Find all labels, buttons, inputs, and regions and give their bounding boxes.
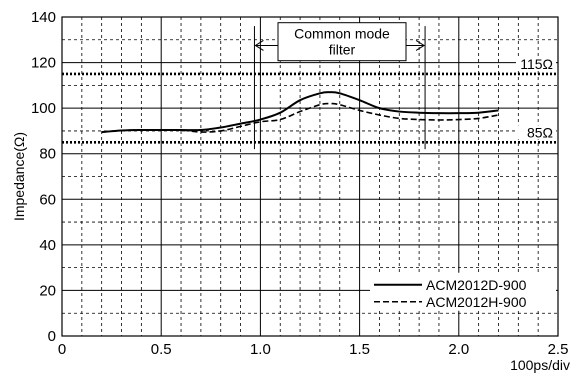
series-group bbox=[101, 91, 499, 134]
plot-frame bbox=[61, 16, 559, 337]
y-tick-label: 40 bbox=[39, 237, 56, 254]
reference-label-bg bbox=[516, 56, 556, 71]
annotation-arrowhead-right bbox=[415, 40, 426, 51]
y-tick-label: 100 bbox=[31, 100, 56, 117]
tick-labels: 0 0.5 1.0 1.5 2.0 2.5 0 20 40 60 80 100 120 140 bbox=[31, 9, 568, 358]
annotation-arrowhead-left bbox=[254, 40, 264, 51]
x-tick-label: 2.0 bbox=[448, 341, 469, 358]
legend-label-acm2012d-900: ACM2012D-900 bbox=[426, 277, 527, 293]
reference-label-85: 85Ω bbox=[527, 124, 553, 140]
x-axis-label: 100ps/div bbox=[510, 357, 570, 373]
y-axis-label: Impedance(Ω) bbox=[11, 132, 27, 221]
y-tick-label: 80 bbox=[39, 146, 56, 163]
y-tick-label: 140 bbox=[31, 9, 56, 26]
legend-label-acm2012h-900: ACM2012H-900 bbox=[426, 294, 527, 310]
y-tick-label: 60 bbox=[39, 191, 56, 208]
annotation-label-line2: filter bbox=[329, 42, 356, 58]
reference-label-bg bbox=[516, 125, 556, 140]
x-tick-label: 2.5 bbox=[548, 341, 569, 358]
x-tick-label: 1.5 bbox=[349, 341, 370, 358]
legend-box bbox=[370, 272, 556, 311]
x-tick-label: 0.5 bbox=[151, 341, 172, 358]
annotation-box bbox=[277, 22, 407, 62]
y-tick-label: 20 bbox=[39, 282, 56, 299]
x-tick-label: 0 bbox=[58, 341, 66, 358]
reference-label-115: 115Ω bbox=[520, 56, 553, 72]
series-line-acm2012d-900 bbox=[101, 91, 499, 134]
reference-lines: 115Ω 85Ω bbox=[62, 56, 558, 144]
y-tick-label: 120 bbox=[31, 55, 56, 72]
annotation-label-line1: Common mode bbox=[294, 26, 390, 42]
y-tick-label: 0 bbox=[48, 328, 56, 345]
x-tick-label: 1.0 bbox=[250, 341, 271, 358]
series-line-acm2012h-900 bbox=[101, 102, 499, 133]
legend: ACM2012D-900 ACM2012H-900 bbox=[370, 272, 556, 311]
